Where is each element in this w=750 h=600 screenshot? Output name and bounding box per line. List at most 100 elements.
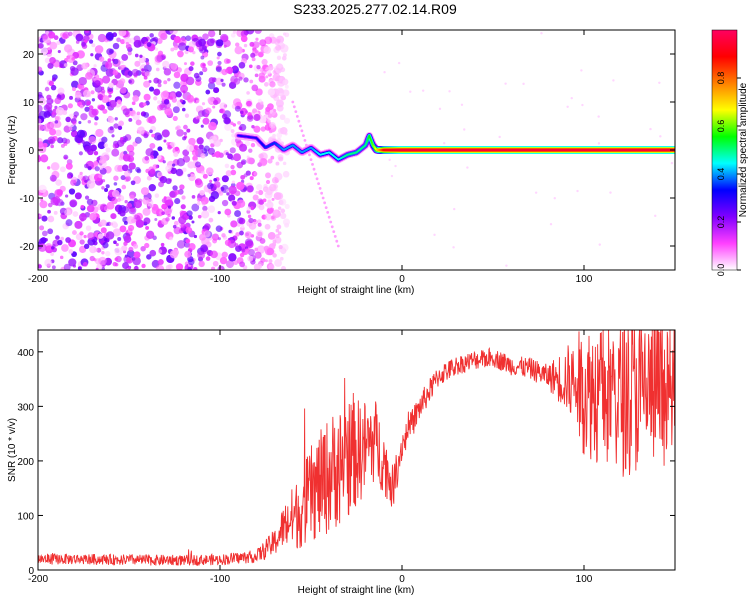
noise-point (106, 201, 115, 210)
noise-point (180, 204, 186, 210)
noise-point (105, 147, 111, 153)
noise-point (64, 209, 71, 216)
noise-point (216, 56, 220, 60)
streak-point (332, 230, 336, 234)
noise-point (38, 97, 46, 105)
noise-point (154, 47, 159, 51)
noise-point (128, 79, 132, 84)
noise-point (218, 191, 224, 196)
noise-point (152, 36, 159, 43)
noise-point (221, 251, 228, 258)
noise-point (197, 110, 205, 118)
noise-point (145, 148, 154, 157)
noise-point (88, 135, 97, 145)
noise-point (169, 191, 176, 198)
noise-point (128, 246, 134, 252)
noise-point (207, 60, 214, 66)
noise-point (40, 47, 49, 55)
noise-point (67, 31, 73, 37)
noise-point (117, 237, 122, 242)
noise-point (87, 119, 92, 124)
noise-point (105, 32, 114, 41)
noise-point (273, 108, 277, 113)
noise-point (284, 84, 289, 89)
noise-point (141, 68, 145, 72)
streak-point (312, 167, 316, 171)
noise-point (148, 86, 155, 92)
snr-series (38, 330, 675, 566)
streak-point (303, 139, 307, 142)
noise-point (248, 217, 254, 224)
noise-point (246, 206, 252, 212)
noise-point (64, 44, 73, 53)
noise-point (282, 170, 290, 178)
noise-point (122, 108, 130, 116)
noise-point (122, 153, 131, 162)
noise-point (130, 207, 136, 213)
noise-point (540, 32, 543, 35)
noise-point (48, 80, 54, 87)
noise-point (228, 229, 232, 234)
noise-point (50, 144, 54, 149)
noise-point (409, 90, 412, 93)
streak-point (318, 187, 322, 190)
noise-point (119, 225, 127, 233)
noise-point (119, 86, 127, 94)
noise-point (256, 65, 261, 70)
noise-point (185, 35, 192, 42)
streak-point (327, 215, 331, 219)
noise-point (649, 127, 652, 131)
noise-point (65, 194, 69, 198)
noise-point (133, 35, 141, 43)
noise-point (278, 77, 283, 82)
noise-point (255, 190, 259, 194)
noise-point (201, 102, 206, 106)
noise-point (183, 62, 188, 66)
noise-point (156, 79, 162, 85)
noise-point (49, 41, 58, 50)
noise-point (232, 123, 237, 127)
noise-point (166, 110, 174, 118)
noise-point (78, 76, 87, 86)
noise-point (121, 136, 128, 143)
streak-point (315, 177, 319, 181)
noise-point (238, 76, 243, 81)
noise-point (280, 212, 287, 220)
noise-point (275, 99, 284, 108)
noise-point (165, 210, 170, 214)
noise-point (212, 105, 216, 109)
noise-point (195, 179, 204, 188)
noise-point (214, 151, 222, 158)
noise-point (62, 110, 68, 116)
noise-point (232, 98, 242, 107)
noise-point (257, 222, 262, 227)
noise-point (65, 138, 71, 144)
noise-point (223, 117, 231, 125)
noise-point (60, 236, 64, 241)
noise-point (72, 211, 79, 217)
noise-point (111, 148, 120, 157)
noise-point (39, 200, 48, 209)
noise-point (280, 95, 287, 101)
noise-point (173, 226, 182, 235)
y-tick-label: 200 (17, 457, 34, 468)
noise-point (169, 250, 179, 259)
noise-point (113, 123, 119, 129)
noise-point (57, 137, 64, 144)
noise-point (93, 160, 99, 166)
noise-point (258, 52, 264, 58)
noise-point (157, 100, 161, 104)
noise-point (47, 215, 55, 223)
noise-point (265, 179, 271, 185)
noise-point (100, 86, 105, 91)
noise-point (232, 65, 238, 70)
noise-point (254, 251, 262, 259)
noise-point (111, 134, 115, 138)
noise-point (68, 249, 74, 254)
noise-point (47, 46, 51, 51)
noise-point (280, 208, 286, 214)
noise-point (46, 166, 51, 170)
noise-point (200, 62, 206, 69)
noise-point (259, 237, 266, 244)
noise-point (433, 233, 436, 237)
